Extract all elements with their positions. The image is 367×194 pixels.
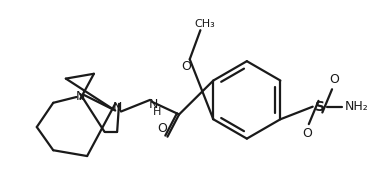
Text: N: N <box>112 101 122 114</box>
Text: CH₃: CH₃ <box>194 19 215 29</box>
Text: O: O <box>158 122 168 135</box>
Text: N: N <box>148 98 158 111</box>
Text: O: O <box>181 61 191 74</box>
Text: O: O <box>329 73 339 86</box>
Text: NH₂: NH₂ <box>344 100 367 113</box>
Text: S: S <box>315 100 326 114</box>
Text: N: N <box>76 90 85 104</box>
Text: H: H <box>153 107 161 117</box>
Text: O: O <box>302 127 312 140</box>
